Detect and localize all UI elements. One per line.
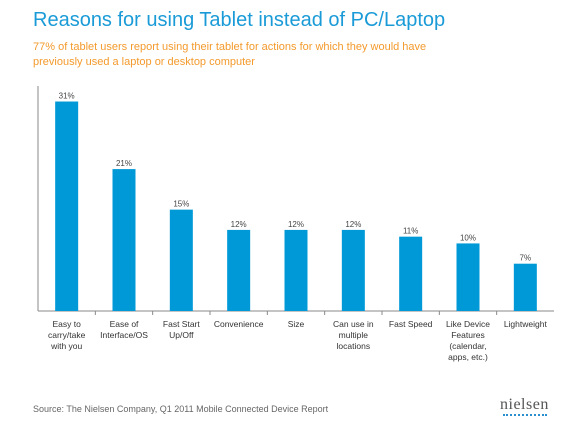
chart-subtitle: 77% of tablet users report using their t… bbox=[33, 41, 427, 68]
bar bbox=[55, 101, 79, 311]
x-tick-label: (calendar, bbox=[449, 341, 486, 351]
bar bbox=[112, 169, 136, 311]
bar bbox=[399, 236, 423, 311]
x-tick-label: Like Device bbox=[446, 319, 490, 329]
source-note: Source: The Nielsen Company, Q1 2011 Mob… bbox=[33, 404, 329, 414]
bar-value-label: 11% bbox=[403, 227, 418, 236]
x-tick-label: Convenience bbox=[214, 319, 264, 329]
bar-value-label: 12% bbox=[288, 220, 304, 229]
x-tick-label: multiple bbox=[339, 330, 369, 340]
bar bbox=[169, 209, 193, 311]
bar-value-label: 21% bbox=[116, 159, 132, 168]
x-tick-label: Size bbox=[288, 319, 305, 329]
x-tick-label: Fast Speed bbox=[389, 319, 433, 329]
logo-text: nielsen bbox=[500, 396, 549, 413]
x-tick-label: locations bbox=[337, 341, 371, 351]
x-tick-label: Can use in bbox=[333, 319, 374, 329]
bar-value-label: 31% bbox=[59, 92, 75, 101]
bar-value-label: 12% bbox=[345, 220, 361, 229]
chart-title: Reasons for using Tablet instead of PC/L… bbox=[33, 9, 446, 31]
bar bbox=[456, 243, 480, 311]
x-tick-label: Lightweight bbox=[504, 319, 548, 329]
bar-value-label: 15% bbox=[173, 200, 189, 209]
x-tick-label: apps, etc.) bbox=[448, 352, 488, 362]
x-tick-label: with you bbox=[50, 341, 82, 351]
bar-value-label: 12% bbox=[231, 220, 247, 229]
x-tick-label: Ease of bbox=[110, 319, 139, 329]
x-tick-label: Easy to bbox=[52, 319, 81, 329]
x-tick-label: Fast Start bbox=[163, 319, 200, 329]
bar bbox=[341, 229, 365, 311]
bar bbox=[284, 229, 308, 311]
x-tick-label: Up/Off bbox=[169, 330, 194, 340]
nielsen-logo: nielsen bbox=[500, 397, 555, 419]
x-tick-label: carry/take bbox=[48, 330, 86, 340]
x-tick-label: Features bbox=[451, 330, 485, 340]
bar bbox=[227, 229, 251, 311]
bar-value-label: 7% bbox=[520, 254, 532, 263]
logo-dots bbox=[503, 414, 547, 419]
bar bbox=[513, 263, 537, 311]
bar-value-label: 10% bbox=[460, 233, 476, 242]
x-tick-label: Interface/OS bbox=[100, 330, 148, 340]
